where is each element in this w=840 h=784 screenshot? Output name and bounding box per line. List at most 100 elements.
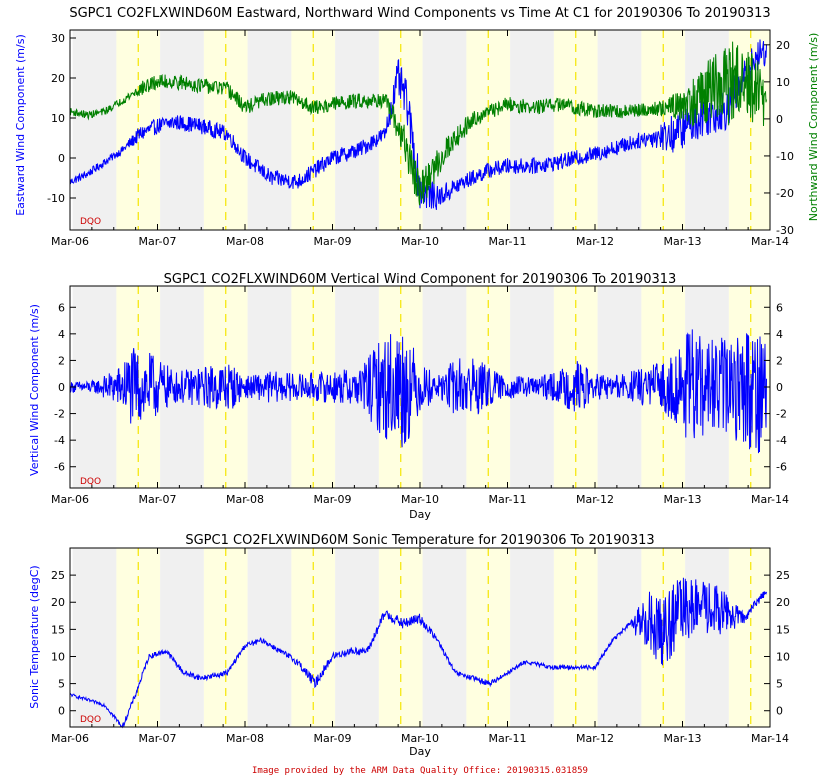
panel1-flag: DQO <box>80 217 101 227</box>
y-tick-label: 0 <box>58 381 65 394</box>
y-tick-label-mirror: 6 <box>776 301 783 314</box>
x-tick-label: Mar-06 <box>51 732 89 745</box>
night-band <box>597 30 642 230</box>
night-band <box>72 548 117 727</box>
night-band <box>597 548 642 727</box>
panel1-ylabel-right: Northward Wind Component (m/s) <box>807 33 820 222</box>
panel3-ylabel: Sonic Temperature (degC) <box>28 565 41 708</box>
x-tick-label: Mar-13 <box>663 493 701 506</box>
y-axis-left: 0 0 5 5 10 10 15 15 20 20 25 25 <box>51 569 790 718</box>
y-tick-label-mirror: -2 <box>776 408 787 421</box>
y-tick-label: -10 <box>47 192 65 205</box>
data-series <box>69 577 767 729</box>
x-tick-label: Mar-14 <box>751 493 789 506</box>
x-tick-label: Mar-06 <box>51 235 89 248</box>
y2-tick-label: 0 <box>776 113 783 126</box>
y-tick-label: -6 <box>54 461 65 474</box>
noon-markers <box>137 30 752 230</box>
x-tick-label: Mar-11 <box>488 235 526 248</box>
night-band <box>247 30 292 230</box>
y-tick-label: 2 <box>58 354 65 367</box>
x-tick-label: Mar-11 <box>488 732 526 745</box>
panel3-flag: DQO <box>80 715 101 725</box>
x-tick-label: Mar-09 <box>313 235 351 248</box>
panel-sonic-temperature: SGPC1 CO2FLXWIND60M Sonic Temperature fo… <box>28 533 790 758</box>
x-axis: Mar-06 Mar-07 Mar-08 Mar-09 Mar-10 Mar-11 Mar-… <box>51 286 789 506</box>
day-band <box>728 548 770 727</box>
x-tick-label: Mar-12 <box>576 493 614 506</box>
series-sonic-temperature-line <box>69 577 767 729</box>
y-tick-label: -4 <box>54 434 65 447</box>
x-tick-label: Mar-13 <box>663 732 701 745</box>
y-tick-label-mirror: -6 <box>776 461 787 474</box>
x-tick-label: Mar-11 <box>488 493 526 506</box>
y2-tick-label: -20 <box>776 187 794 200</box>
y-tick-label: 30 <box>51 32 65 45</box>
y-tick-label: 0 <box>58 152 65 165</box>
x-tick-label: Mar-12 <box>576 235 614 248</box>
night-band <box>422 548 467 727</box>
y-tick-label: 15 <box>51 623 65 636</box>
y-tick-label-mirror: -4 <box>776 434 787 447</box>
x-tick-label: Mar-08 <box>226 493 264 506</box>
day-night-bands <box>70 548 770 727</box>
y-tick-label: 10 <box>51 650 65 663</box>
y-tick-label: 20 <box>51 596 65 609</box>
x-tick-label: Mar-08 <box>226 732 264 745</box>
y-tick-label: 6 <box>58 301 65 314</box>
y-axis-right: -30 -20 -10 0 10 20 <box>764 39 794 237</box>
data-series <box>69 329 767 454</box>
y-tick-label: 4 <box>58 328 65 341</box>
y-tick-label-mirror: 10 <box>776 650 790 663</box>
y-tick-label: 0 <box>58 705 65 718</box>
x-tick-label: Mar-07 <box>138 732 176 745</box>
x-tick-label: Mar-09 <box>313 732 351 745</box>
night-band <box>160 30 204 230</box>
y2-tick-label: -30 <box>776 224 794 237</box>
x-tick-label: Mar-14 <box>751 235 789 248</box>
y-tick-label-mirror: 15 <box>776 623 790 636</box>
panel-vertical-wind: SGPC1 CO2FLXWIND60M Vertical Wind Compon… <box>28 272 789 521</box>
night-band <box>247 548 292 727</box>
y-tick-label-mirror: 0 <box>776 381 783 394</box>
night-band <box>685 548 729 727</box>
night-band <box>335 548 379 727</box>
panel3-title: SGPC1 CO2FLXWIND60M Sonic Temperature fo… <box>185 533 654 548</box>
series-vertical-line <box>69 329 767 454</box>
y-tick-label: 10 <box>51 112 65 125</box>
y-tick-label: 5 <box>58 678 65 691</box>
night-band <box>160 548 204 727</box>
y-axis-left: -10 0 10 20 30 <box>47 32 76 205</box>
y-tick-label-mirror: 25 <box>776 569 790 582</box>
data-series <box>69 39 767 210</box>
y-tick-label-mirror: 0 <box>776 705 783 718</box>
night-band <box>510 30 554 230</box>
y-tick-label-mirror: 2 <box>776 354 783 367</box>
panel2-title: SGPC1 CO2FLXWIND60M Vertical Wind Compon… <box>164 272 677 287</box>
y2-tick-label: 10 <box>776 76 790 89</box>
panel2-xlabel: Day <box>409 508 431 521</box>
night-band <box>72 30 117 230</box>
y-tick-label-mirror: 20 <box>776 596 790 609</box>
x-tick-label: Mar-10 <box>401 732 439 745</box>
panel3-xlabel: Day <box>409 745 431 758</box>
x-tick-label: Mar-12 <box>576 732 614 745</box>
series-northward-line <box>69 41 767 206</box>
night-band <box>510 548 554 727</box>
panel2-ylabel: Vertical Wind Component (m/s) <box>28 304 41 476</box>
y-tick-label-mirror: 5 <box>776 678 783 691</box>
x-axis: Mar-06 Mar-07 Mar-08 Mar-09 Mar-10 Mar-11 Mar-… <box>51 548 789 745</box>
x-tick-label: Mar-14 <box>751 732 789 745</box>
y-axis-left: -6 -6 -4 -4 -2 -2 0 0 2 2 4 4 6 6 <box>54 301 787 473</box>
x-tick-label: Mar-08 <box>226 235 264 248</box>
y2-tick-label: 20 <box>776 39 790 52</box>
x-tick-label: Mar-10 <box>401 493 439 506</box>
credit-text: Image provided by the ARM Data Quality O… <box>252 766 588 776</box>
y-tick-label: -2 <box>54 408 65 421</box>
x-tick-label: Mar-06 <box>51 493 89 506</box>
x-tick-label: Mar-10 <box>401 235 439 248</box>
night-band <box>335 30 379 230</box>
x-tick-label: Mar-09 <box>313 493 351 506</box>
panel1-title: SGPC1 CO2FLXWIND60M Eastward, Northward … <box>69 6 770 21</box>
